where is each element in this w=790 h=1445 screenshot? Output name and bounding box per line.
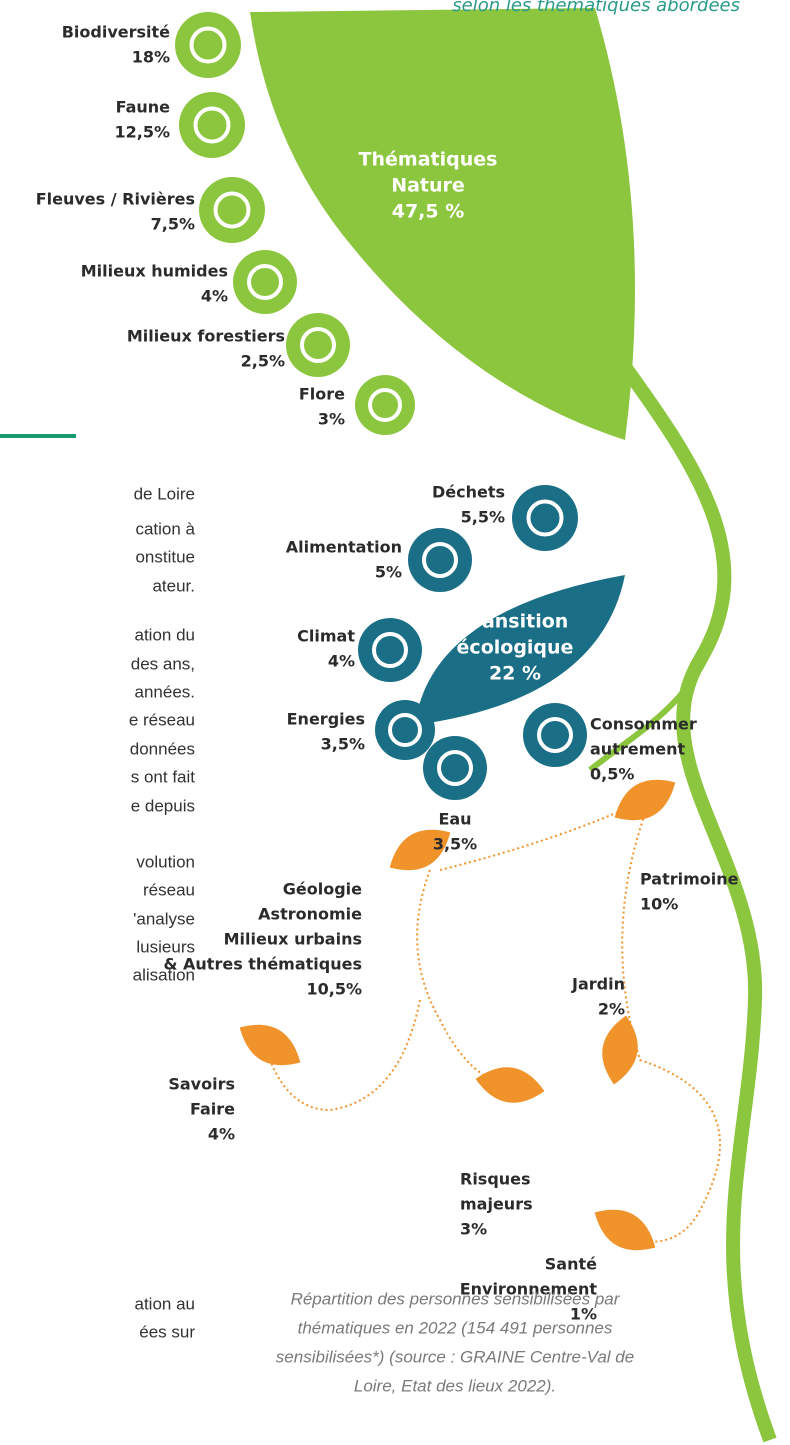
item-label: Climat [297,627,355,646]
item-label: Fleuves / Rivières [36,190,195,209]
leaf-title: écologique [457,637,574,659]
caption-line: thématiques en 2022 (154 491 personnes [298,1318,613,1337]
item-label: Déchets [432,483,505,502]
item-label: Milieux urbains [224,930,362,949]
body-line: années. [135,682,196,701]
icon-circle [523,703,587,767]
leaf-title: Transition [462,611,569,633]
item-label: Faune [116,98,171,117]
icon-circle [355,375,415,435]
item-label: Patrimoine [640,870,739,889]
item-value: 3,5% [433,835,477,854]
item-label: Savoirs [168,1075,235,1094]
leaf-value: 47,5 % [392,201,465,223]
divider [0,434,76,438]
item-label: Géologie [283,880,362,899]
icon-circle [233,250,297,314]
body-line: ées sur [139,1322,195,1341]
item-label: Milieux humides [81,262,228,281]
item-label: Flore [299,385,345,404]
item-label: Consommer [590,715,697,734]
subtitle: selon les thématiques abordées [452,0,740,16]
item-value: 3% [318,410,345,429]
item-value: 3,5% [321,735,365,754]
body-line: ation du [135,625,196,644]
item-value: 4% [201,287,228,306]
item-value: 5,5% [461,508,505,527]
body-line: de Loire [134,484,195,503]
icon-circle [423,736,487,800]
item-value: 2% [598,1000,625,1019]
body-line: volution [136,852,195,871]
body-line: s ont fait [131,767,196,786]
body-line: e réseau [129,710,195,729]
item-label: autrement [590,740,685,759]
item-value: 18% [132,48,170,67]
caption-line: sensibilisées*) (source : GRAINE Centre-… [276,1347,634,1366]
orange-leaf [597,1012,644,1087]
icon-circle [286,313,350,377]
icon-circle [175,12,241,78]
item-label: Milieux forestiers [127,327,285,346]
item-value: 4% [328,652,355,671]
icon-circle [199,177,265,243]
leaf-title: Thématiques [359,149,498,171]
item-label: Eau [438,810,471,829]
icon-circle [375,700,435,760]
leaf-title: Nature [391,175,465,197]
icon-circle [512,485,578,551]
item-label: & Autres thématiques [164,955,363,974]
icon-circle [179,92,245,158]
item-label: Risques [460,1170,531,1189]
item-label: Faire [190,1100,235,1119]
item-value: 3% [460,1220,487,1239]
body-line: 'analyse [133,909,195,928]
item-value: 10% [640,895,678,914]
item-label: Astronomie [258,905,362,924]
orange-leaf [231,1012,309,1077]
body-line: ateur. [152,576,195,595]
item-value: 10,5% [306,980,362,999]
body-line: ation au [135,1294,196,1313]
item-value: 5% [375,563,402,582]
item-value: 12,5% [114,123,170,142]
body-line: données [130,739,195,758]
body-line: e depuis [131,796,195,815]
item-label: Alimentation [286,538,402,557]
body-line: des ans, [131,654,195,673]
icon-circle [358,618,422,682]
icon-circle [408,528,472,592]
item-value: 2,5% [241,352,285,371]
leaf-value: 22 % [489,663,541,685]
item-label: Jardin [571,975,625,994]
item-label: Energies [287,710,365,729]
item-label: Biodiversité [62,23,170,42]
caption-line: Répartition des personnes sensibilisées … [291,1289,621,1308]
caption-line: Loire, Etat des lieux 2022). [354,1376,556,1395]
item-label: Santé [545,1255,597,1274]
body-line: réseau [143,880,195,899]
infographic: selon les thématiques abordées de Loire c… [0,0,790,1445]
item-value: 0,5% [590,765,634,784]
item-value: 7,5% [151,215,195,234]
orange-leaf [586,1197,664,1262]
body-line: cation à [135,519,195,538]
item-value: 4% [208,1125,235,1144]
orange-leaf [472,1062,547,1109]
item-label: majeurs [460,1195,533,1214]
body-line: onstitue [135,547,195,566]
